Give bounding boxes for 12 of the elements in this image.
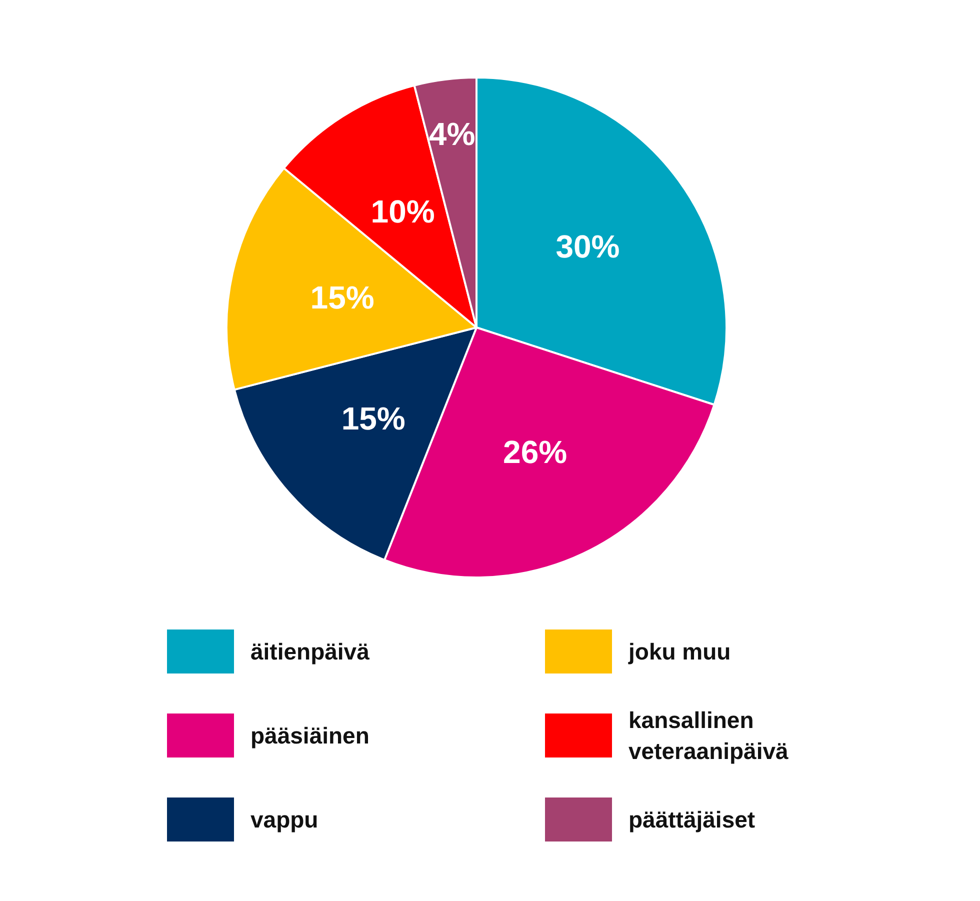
data-label: 15% <box>310 280 374 316</box>
data-label: 10% <box>370 193 435 230</box>
data-label: 26% <box>503 434 568 470</box>
legend-label: kansallinen veteraanipäivä <box>628 706 789 764</box>
data-label: 30% <box>556 228 620 265</box>
legend-label: joku muu <box>628 638 731 664</box>
legend-label: pääsiäinen <box>250 722 370 748</box>
data-label: 15% <box>341 400 406 436</box>
legend-label: vappu <box>250 806 318 832</box>
data-label: 4% <box>428 116 476 152</box>
legend-label: päättäjäiset <box>628 806 756 832</box>
legend-label: äitienpäivä <box>250 638 370 664</box>
